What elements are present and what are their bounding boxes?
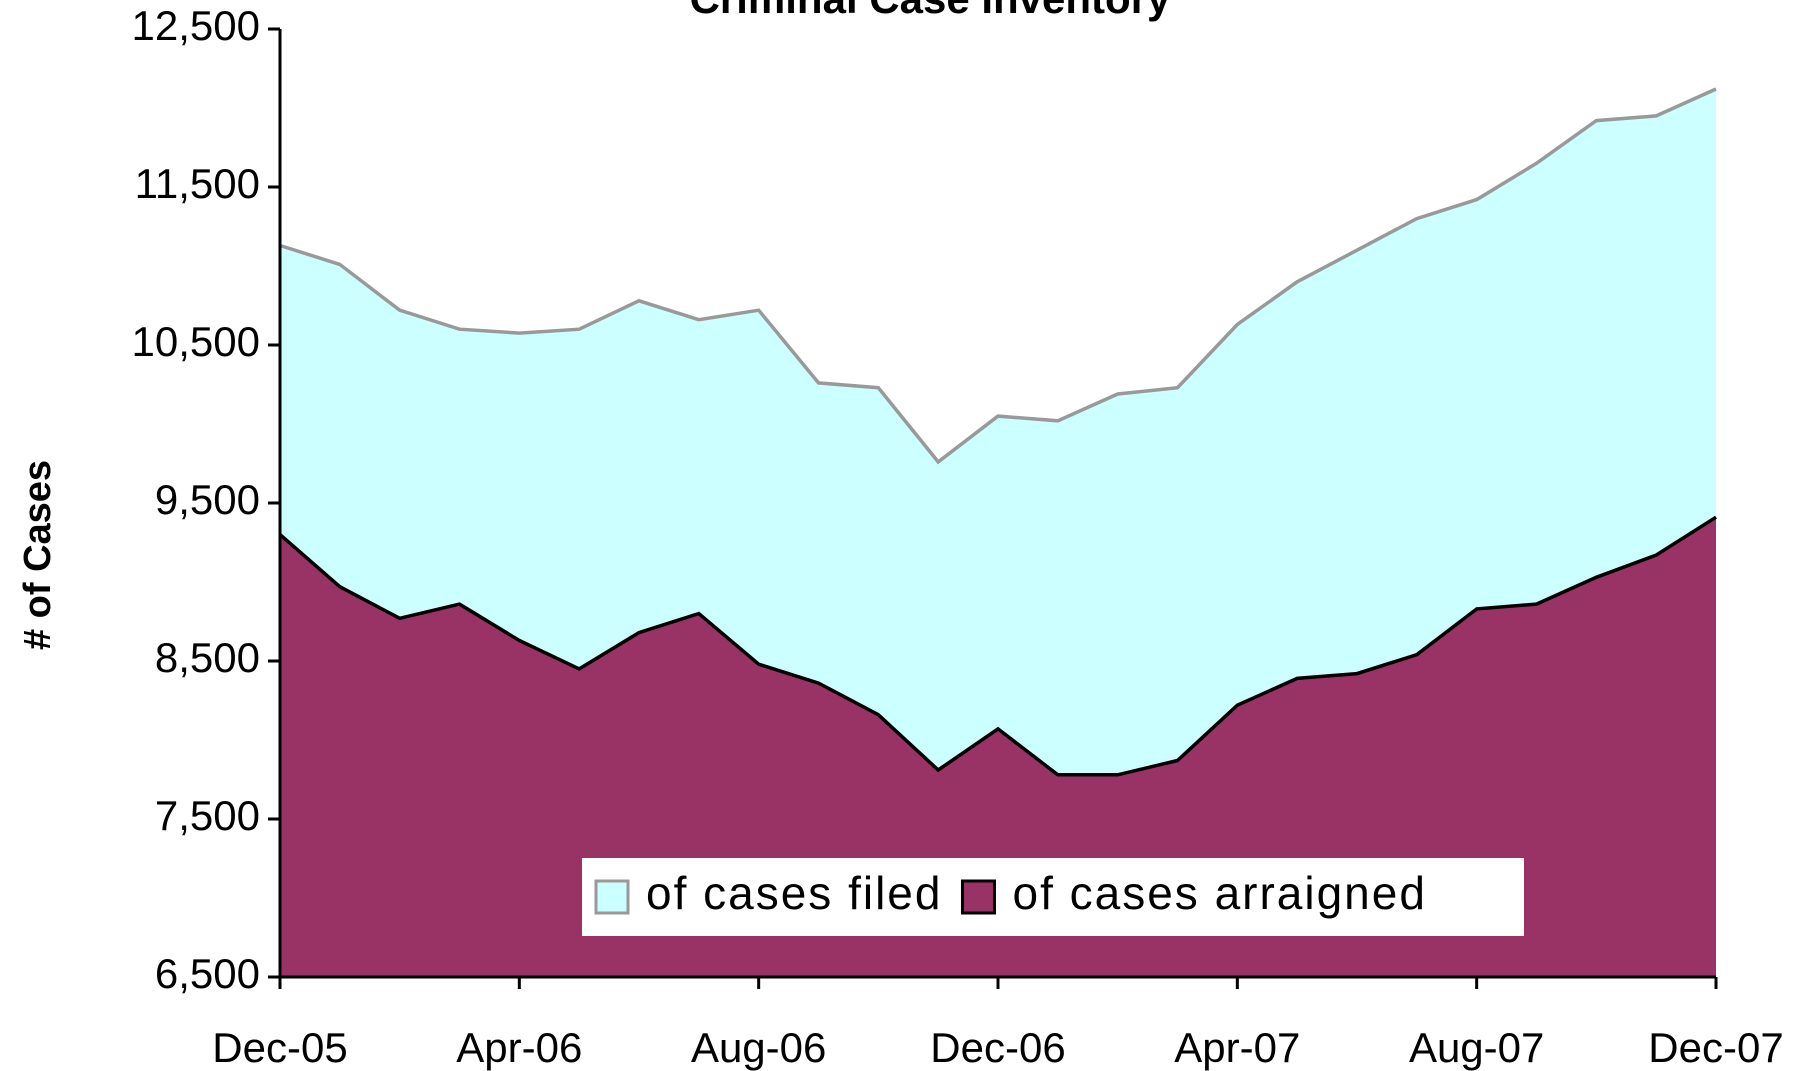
y-tick-label: 11,500 — [135, 160, 260, 207]
y-tick-label: 12,500 — [132, 2, 260, 49]
legend-label: of cases filed — [646, 867, 942, 919]
x-tick-label: Apr-07 — [1174, 1024, 1300, 1071]
area-outline — [278, 515, 1717, 777]
x-tick-label: Dec-05 — [212, 1024, 347, 1071]
chart-title: Criminal Case Inventory — [690, 0, 1171, 22]
y-axis-label: # of Cases — [17, 460, 59, 650]
y-tick-label: 8,500 — [155, 634, 260, 681]
y-tick-label: 7,500 — [155, 792, 260, 839]
legend-label: of cases arraigned — [1012, 867, 1426, 919]
x-tick-label: Aug-06 — [691, 1024, 826, 1071]
legend-swatch — [960, 879, 996, 915]
legend-swatch — [594, 879, 630, 915]
area-outline — [279, 87, 1717, 465]
y-tick-label: 10,500 — [132, 318, 260, 365]
y-tick-label: 6,500 — [155, 950, 260, 997]
x-tick-label: Apr-06 — [456, 1024, 582, 1071]
y-tick-label: 9,500 — [155, 476, 260, 523]
x-tick-label: Dec-06 — [930, 1024, 1065, 1071]
legend-box — [582, 858, 1524, 936]
x-tick-label: Dec-07 — [1648, 1024, 1783, 1071]
x-tick-label: Aug-07 — [1409, 1024, 1544, 1071]
